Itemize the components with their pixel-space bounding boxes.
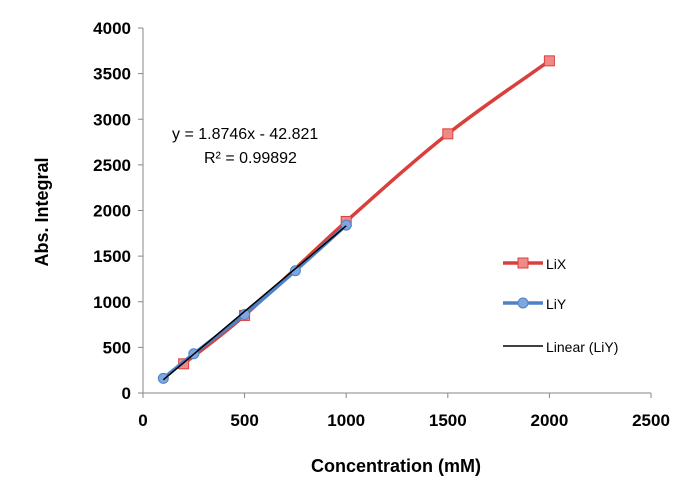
legend-label-liy: LiY bbox=[546, 296, 567, 312]
data-point-lix bbox=[543, 55, 555, 67]
x-axis-title: Concentration (mM) bbox=[311, 456, 481, 476]
trendline-linear-liy bbox=[162, 225, 347, 381]
x-tick-label: 0 bbox=[138, 411, 147, 430]
x-tick-label: 1000 bbox=[327, 411, 365, 430]
legend-item-lix: LiX bbox=[503, 256, 567, 272]
y-tick-label: 3500 bbox=[93, 65, 131, 84]
data-point-liy bbox=[289, 265, 301, 277]
legend-marker-lix bbox=[517, 257, 529, 269]
y-tick-label: 3000 bbox=[93, 110, 131, 129]
y-tick-label: 4000 bbox=[93, 19, 131, 38]
legend-label-linear-liy: Linear (LiY) bbox=[546, 339, 618, 355]
legend: LiX LiY Linear (LiY) bbox=[503, 256, 618, 355]
axis-titles: Concentration (mM) Abs. Integral bbox=[32, 157, 481, 476]
y-tick-label: 1000 bbox=[93, 293, 131, 312]
y-tick-label: 1500 bbox=[93, 247, 131, 266]
legend-label-lix: LiX bbox=[546, 256, 567, 272]
y-axis-title: Abs. Integral bbox=[32, 157, 52, 266]
y-tick-label: 2500 bbox=[93, 156, 131, 175]
data-point-lix bbox=[442, 128, 454, 140]
y-tick-label: 2000 bbox=[93, 202, 131, 221]
trendline-annotation: y = 1.8746x - 42.821 R² = 0.99892 bbox=[172, 126, 318, 167]
legend-item-linear-liy: Linear (LiY) bbox=[503, 339, 618, 355]
x-tick-label: 500 bbox=[230, 411, 258, 430]
x-tick-label: 2000 bbox=[530, 411, 568, 430]
trendline-r-squared: R² = 0.99892 bbox=[204, 150, 297, 167]
plot-area bbox=[157, 55, 555, 384]
x-tick-label: 2500 bbox=[632, 411, 670, 430]
y-tick-label: 0 bbox=[122, 384, 131, 403]
axes: 0 500 1000 1500 2000 2500 3000 3500 4000 0 500 1000… bbox=[93, 19, 670, 430]
legend-item-liy: LiY bbox=[503, 296, 567, 312]
y-tick-label: 500 bbox=[103, 338, 131, 357]
legend-marker-liy bbox=[517, 297, 529, 309]
data-point-liy bbox=[239, 309, 251, 321]
data-point-liy bbox=[157, 372, 169, 384]
x-tick-label: 1500 bbox=[429, 411, 467, 430]
trendline-equation: y = 1.8746x - 42.821 bbox=[172, 126, 318, 143]
